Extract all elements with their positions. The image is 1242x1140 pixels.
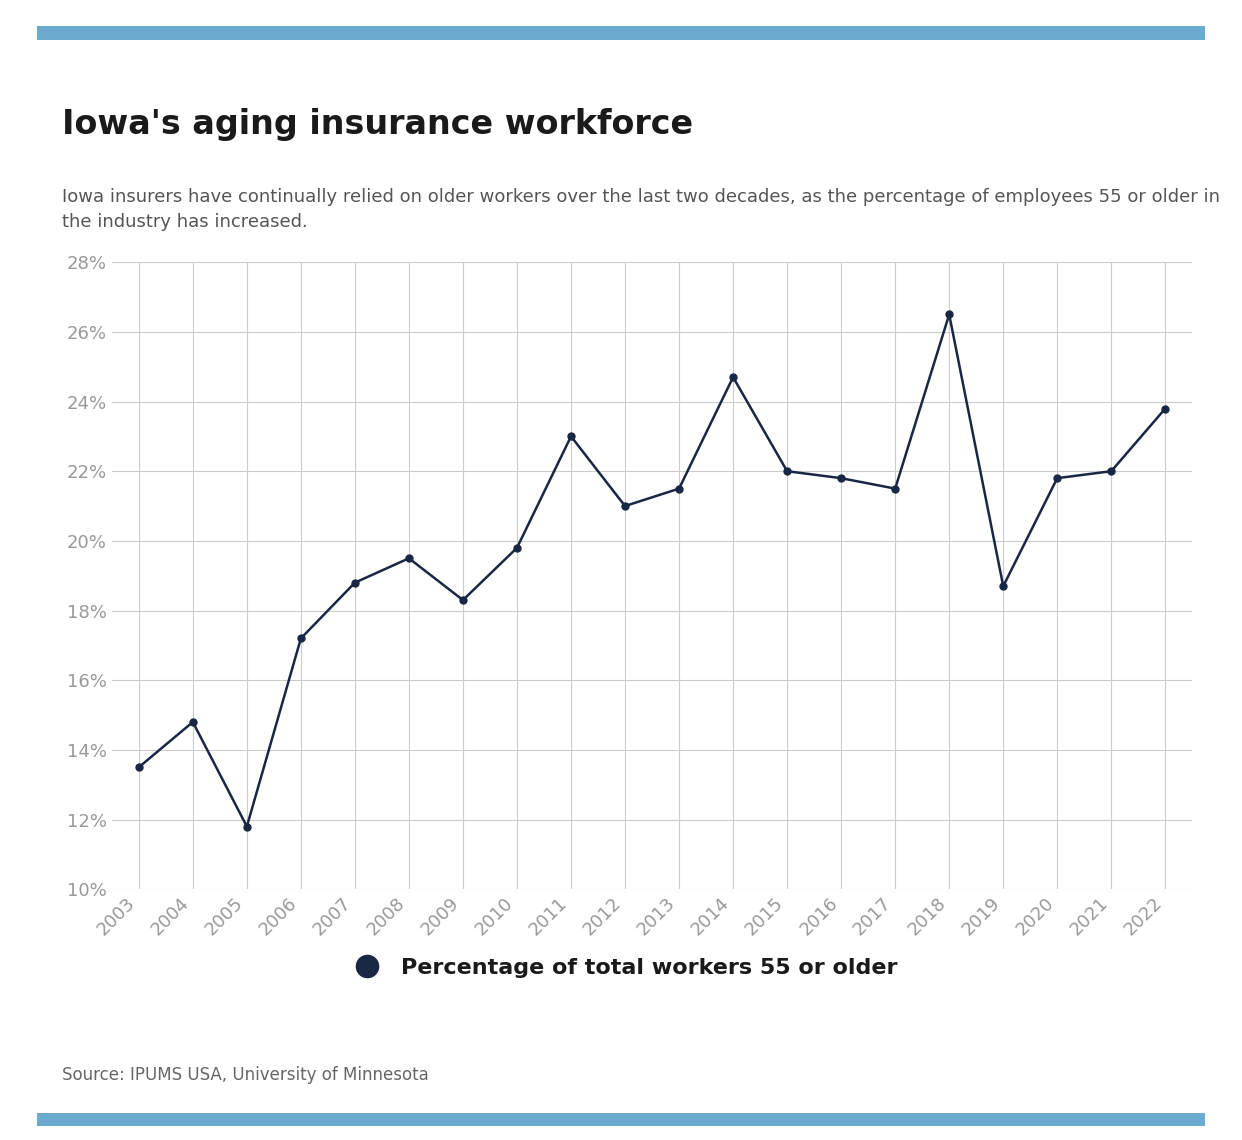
Text: Iowa's aging insurance workforce: Iowa's aging insurance workforce (62, 108, 693, 141)
Text: Iowa insurers have continually relied on older workers over the last two decades: Iowa insurers have continually relied on… (62, 188, 1220, 231)
Text: Source: IPUMS USA, University of Minnesota: Source: IPUMS USA, University of Minneso… (62, 1066, 428, 1084)
Legend: Percentage of total workers 55 or older: Percentage of total workers 55 or older (337, 948, 905, 986)
